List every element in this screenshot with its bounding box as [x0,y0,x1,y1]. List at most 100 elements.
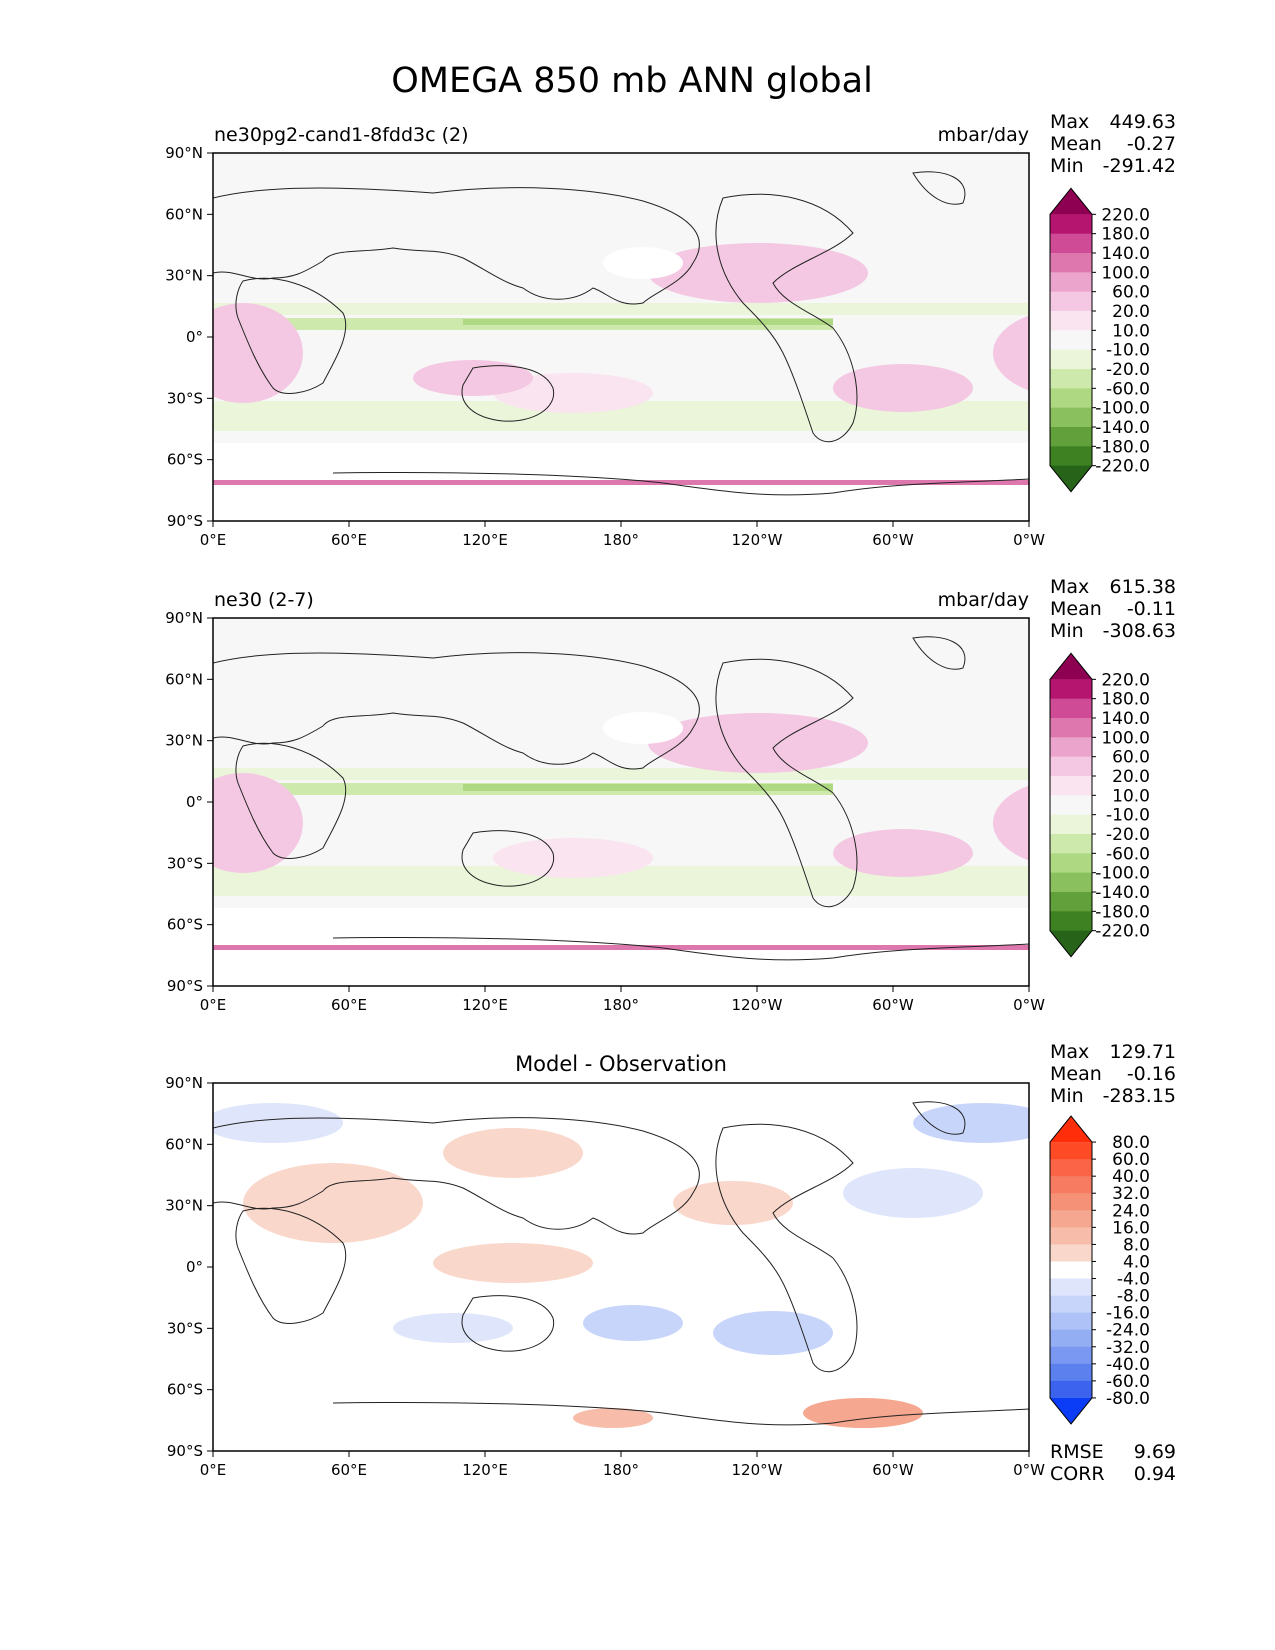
colorbar-segment [1050,1363,1092,1382]
lon-tick-label: 60°W [872,996,914,1014]
lon-tick-label: 180° [603,531,639,549]
lat-tick-label: 60°S [167,916,203,934]
stat-max-label: Max [1050,576,1089,598]
colorbar-label: 60.0 [1112,283,1150,303]
lon-tick-label: 0°E [200,531,227,549]
stat-max-value: 449.63 [1110,111,1176,133]
colorbar-seam [1050,213,1092,215]
colorbar-segment [1050,427,1092,447]
panel-units: mbar/day [938,124,1029,146]
panel-model-2: ne30 (2-7) mbar/day 0°E 60°E 120 [165,576,1176,1014]
colorbar-label: -140.0 [1095,418,1150,438]
colorbar-label: -40.0 [1106,1355,1150,1375]
stat-mean-label: Mean [1050,133,1102,155]
colorbar-label: 140.0 [1101,709,1150,729]
axis-ticks: 0°E 60°E 120°E 180° 120°W 60°W 0°W 90°N 60°N 30°N… [165,1074,1045,1479]
lat-tick-label: 60°N [165,670,203,688]
stat-min-label: Min [1050,620,1084,642]
lat-tick-label: 90°N [165,1074,203,1092]
colorbar-segment [1050,679,1092,700]
colorbar-label: -10.0 [1106,341,1150,361]
lat-tick-label: 0° [186,1258,203,1276]
colorbar-label: 80.0 [1112,1133,1150,1153]
lon-tick-label: 0°E [200,1461,227,1479]
panel-difference: Model - Observation 0°E 60°E 120°E 18 [165,1041,1176,1485]
axis-ticks: 0°E 60°E 120°E 180° 120°W 60°W 0°W 90°N 60°N 30°N… [165,144,1045,549]
colorbar-segment [1050,1142,1092,1160]
colorbar-segment [1050,253,1092,273]
colorbar-segment [1050,1380,1092,1399]
colorbar-segment [1050,272,1092,293]
colorbar-label: 10.0 [1112,321,1150,341]
colorbar-segment [1050,795,1092,816]
figure-title: OMEGA 850 mb ANN global [391,61,873,101]
colorbar-label: 100.0 [1101,728,1150,748]
colorbar-segment [1050,737,1092,758]
coastlines [213,636,1029,961]
colorbar-extend-min [1050,930,1092,957]
lat-tick-label: 90°N [165,609,203,627]
lat-tick-label: 60°S [167,1381,203,1399]
lat-tick-label: 60°N [165,205,203,223]
colorbar-segment [1050,1159,1092,1177]
colorbar-label: 180.0 [1101,690,1150,710]
colorbar-extend-max [1050,188,1092,215]
stat-mean-value: -0.27 [1127,133,1176,155]
colorbar-label: 20.0 [1112,302,1150,322]
colorbar-segment [1050,872,1092,893]
map-field [213,1083,1029,1451]
colorbar-label: -10.0 [1106,806,1150,826]
lat-tick-label: 90°S [167,1442,203,1460]
stat-min-label: Min [1050,155,1084,177]
stat-mean-label: Mean [1050,1063,1102,1085]
panel-units: mbar/day [938,589,1029,611]
lat-tick-label: 30°S [167,1319,203,1337]
colorbar-label: -80.0 [1106,1389,1150,1409]
colorbar-label: -60.0 [1106,1372,1150,1392]
lat-tick-label: 30°S [167,389,203,407]
colorbar-label: -4.0 [1117,1270,1150,1290]
panel-title-left: ne30 (2-7) [214,589,314,611]
stat-mean-label: Mean [1050,598,1102,620]
lat-tick-label: 0° [186,328,203,346]
colorbar-segment [1050,330,1092,351]
stat-max-value: 129.71 [1110,1041,1176,1063]
colorbar-label: 60.0 [1112,1150,1150,1170]
stat-min-value: -308.63 [1103,620,1176,642]
colorbar-label: 220.0 [1101,205,1150,225]
colorbar-label: -60.0 [1106,844,1150,864]
colorbar: 80.060.040.032.024.016.08.04.0-4.0-8.0-1… [1049,1115,1150,1425]
colorbar-segment [1050,776,1092,796]
lon-tick-label: 60°E [331,1461,367,1479]
colorbar-segment [1050,1176,1092,1194]
axis-ticks: 0°E 60°E 120°E 180° 120°W 60°W 0°W 90°N 60°N 30°N… [165,609,1045,1014]
colorbar-label: 16.0 [1112,1218,1150,1238]
lat-tick-label: 60°N [165,1135,203,1153]
panel-model-1: ne30pg2-cand1-8fdd3c (2) mbar/day [165,111,1176,549]
lon-tick-label: 120°W [732,1461,783,1479]
lat-tick-label: 90°S [167,512,203,530]
colorbar-label: -20.0 [1106,360,1150,380]
colorbar-label: 20.0 [1112,767,1150,787]
colorbar-label: -16.0 [1106,1304,1150,1324]
colorbar-segment [1050,311,1092,331]
colorbar-label: -180.0 [1095,437,1150,457]
panel-title-center: Model - Observation [515,1052,727,1076]
colorbar-segment [1050,349,1092,370]
lon-tick-label: 120°E [462,996,508,1014]
stat-min-value: -283.15 [1103,1085,1176,1107]
colorbar-segment [1050,407,1092,428]
stats-block: Max 129.71 Mean -0.16 Min -283.15 [1050,1041,1176,1107]
colorbar-label: -180.0 [1095,902,1150,922]
lon-tick-label: 60°E [331,996,367,1014]
colorbar-seam [1050,1141,1092,1143]
colorbar-label: 60.0 [1112,748,1150,768]
colorbar-label: 8.0 [1123,1235,1150,1255]
colorbar-label: 4.0 [1123,1252,1150,1272]
corr-value: 0.94 [1134,1463,1176,1485]
map-field [213,153,1029,521]
colorbar-extend-max [1050,1116,1092,1143]
lon-tick-label: 0°W [1013,1461,1045,1479]
lat-tick-label: 30°N [165,1197,203,1215]
colorbar-label: -140.0 [1095,883,1150,903]
